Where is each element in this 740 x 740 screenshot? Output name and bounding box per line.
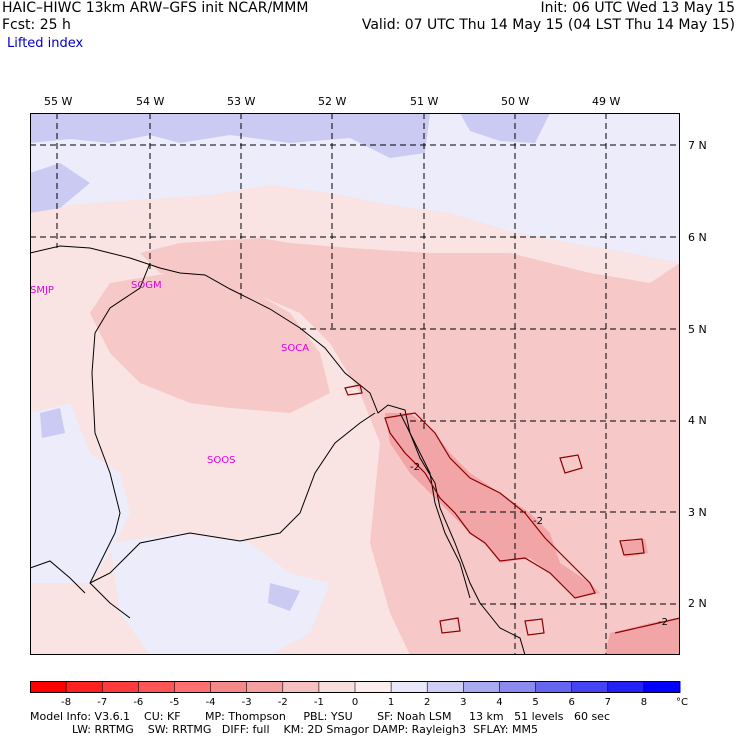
contour-small-3	[619, 538, 645, 556]
init-time: Init: 06 UTC Wed 13 May 15	[540, 0, 735, 16]
forecast-hour: Fcst: 25 h	[2, 17, 71, 33]
valid-time: Valid: 07 UTC Thu 14 May 15 (04 LST Thu …	[361, 17, 735, 33]
footer-model-info-line1: Model Info: V3.6.1 CU: KF MP: Thompson P…	[30, 710, 610, 723]
lat-lon-grid	[30, 113, 680, 655]
contour-small-5	[524, 618, 545, 636]
station-soca: SOCA	[281, 343, 309, 354]
contour-label-3: -2	[658, 617, 668, 628]
colorbar-tick-label: -6	[133, 697, 143, 708]
colorbar-tick-label: -1	[314, 697, 324, 708]
colorbar-swatch	[571, 681, 609, 693]
lat-label-7n: 7 N	[688, 139, 707, 152]
colorbar-tick-label: -5	[169, 697, 179, 708]
blue-tint-southwest	[30, 403, 130, 583]
colorbar-swatch	[607, 681, 645, 693]
blue-region-north	[30, 113, 430, 158]
colorbar-tick-label: -8	[61, 697, 71, 708]
lon-label-52w: 52 W	[318, 95, 347, 108]
blue-patch-south	[268, 583, 300, 611]
contour-coastal	[384, 412, 596, 599]
contour-label-1: -2	[410, 462, 420, 473]
colorbar-swatch	[318, 681, 356, 693]
lat-label-3n: 3 N	[688, 506, 707, 519]
contour-small-4	[439, 617, 461, 634]
colorbar-swatch	[102, 681, 139, 693]
blue-patch-sw	[40, 408, 65, 438]
colorbar-tick-label: -3	[242, 697, 252, 708]
contour-small-2	[559, 454, 583, 474]
colorbar-swatch	[282, 681, 320, 693]
station-soos: SOOS	[207, 455, 235, 466]
country-border-west	[89, 262, 151, 619]
lon-label-49w: 49 W	[592, 95, 621, 108]
contour-lines	[344, 384, 680, 636]
colorbar-tick-label: 0	[352, 697, 358, 708]
medium-pink-coastal	[385, 413, 600, 598]
country-border-east	[89, 412, 376, 584]
colorbar-swatch	[499, 681, 537, 693]
contour-small-1	[344, 384, 363, 396]
colorbar-swatch	[427, 681, 464, 693]
colorbar-swatch	[246, 681, 284, 693]
model-title: HAIC–HIWC 13km ARW–GFS init NCAR/MMM	[2, 0, 309, 16]
colorbar-swatch	[355, 681, 392, 693]
colorbar-unit: °C	[676, 697, 688, 708]
colorbar-tick-label: 5	[532, 697, 538, 708]
colorbar-swatches	[30, 681, 681, 693]
colorbar-tick-label: -2	[278, 697, 288, 708]
country-border-sw	[30, 560, 86, 594]
lon-label-54w: 54 W	[136, 95, 165, 108]
footer-model-info-line2: LW: RRTMG SW: RRTMG DIFF: full KM: 2D Sm…	[30, 723, 538, 736]
blue-tint-south	[110, 533, 330, 655]
colorbar-ticks: -8 -7 -6 -5 -4 -3 -2 -1 0 1 2 3 4 5 6 7 8	[61, 681, 647, 708]
lifted-index-map: SMJP SOGM SOCA SOOS -2 -2 -2	[30, 113, 680, 655]
light-pink-inland	[90, 273, 330, 413]
medium-pink-patch	[620, 539, 648, 557]
colorbar: -8 -7 -6 -5 -4 -3 -2 -1 0 1 2 3 4 5 6 7 8 °C	[30, 681, 688, 708]
lon-label-50w: 50 W	[501, 95, 530, 108]
colorbar-swatch	[210, 681, 248, 693]
lat-label-2n: 2 N	[688, 597, 707, 610]
coastline	[30, 245, 526, 655]
colorbar-swatch	[535, 681, 573, 693]
colorbar-swatch	[174, 681, 212, 693]
colorbar-swatch	[138, 681, 175, 693]
colorbar-swatch	[30, 681, 67, 693]
lon-label-55w: 55 W	[44, 95, 73, 108]
blue-region-ne	[460, 113, 550, 143]
colorbar-tick-label: 6	[568, 697, 574, 708]
colorbar-tick-label: 8	[641, 697, 647, 708]
field-name: Lifted index	[7, 36, 84, 51]
colorbar-swatch	[391, 681, 428, 693]
lon-label-53w: 53 W	[227, 95, 256, 108]
station-smjp: SMJP	[30, 285, 54, 296]
colorbar-tick-label: -4	[206, 697, 216, 708]
colorbar-tick-label: 3	[460, 697, 466, 708]
colorbar-swatch	[66, 681, 103, 693]
contour-se	[614, 617, 680, 634]
lon-label-51w: 51 W	[410, 95, 439, 108]
colorbar-swatch	[643, 681, 681, 693]
lat-label-6n: 6 N	[688, 231, 707, 244]
colorbar-tick-label: -7	[97, 697, 107, 708]
lat-label-4n: 4 N	[688, 414, 707, 427]
lat-label-5n: 5 N	[688, 323, 707, 336]
colorbar-tick-label: 4	[496, 697, 502, 708]
colorbar-tick-label: 7	[605, 697, 611, 708]
station-sogm: SOGM	[131, 280, 162, 291]
river-border	[399, 412, 471, 599]
map-frame	[30, 113, 680, 655]
blue-region-nw	[30, 163, 90, 213]
medium-pink-se	[605, 618, 680, 655]
colorbar-tick-label: 1	[388, 697, 394, 708]
colorbar-tick-label: 2	[424, 697, 430, 708]
contour-label-2: -2	[533, 516, 543, 527]
colorbar-swatch	[463, 681, 500, 693]
blue-tint-region-north	[30, 113, 680, 263]
